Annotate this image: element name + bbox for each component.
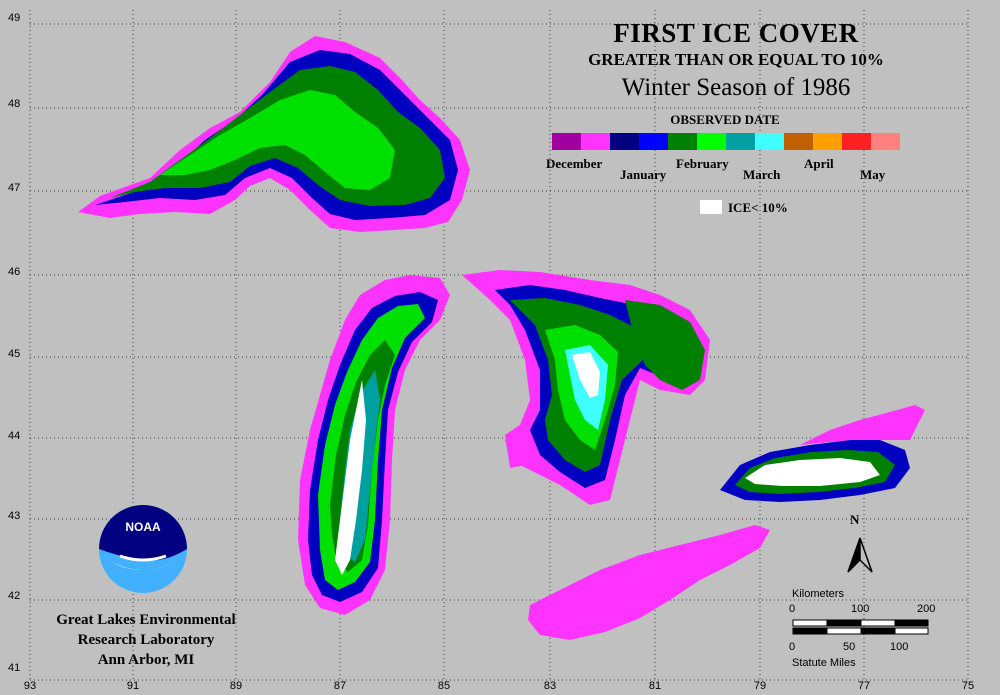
scale-bar bbox=[792, 619, 929, 635]
season-label: Winter Season of 1986 bbox=[621, 74, 851, 101]
lab-line-2: Research Laboratory bbox=[77, 632, 215, 648]
scale-mi-label: Statute Miles bbox=[792, 657, 856, 669]
legend-swatch bbox=[610, 133, 639, 150]
lake-huron bbox=[462, 270, 710, 505]
north-arrow bbox=[847, 537, 873, 573]
legend-swatch bbox=[842, 133, 871, 150]
legend-swatch bbox=[871, 133, 900, 150]
legend-swatch bbox=[552, 133, 581, 150]
legend-swatch bbox=[668, 133, 697, 150]
scale-km-label: Kilometers bbox=[792, 588, 844, 600]
legend-heading: OBSERVED DATE bbox=[670, 112, 780, 127]
legend-swatch bbox=[813, 133, 842, 150]
legend-month-april: April bbox=[804, 156, 834, 171]
legend-month-january: January bbox=[620, 167, 667, 182]
map-title: FIRST ICE COVER bbox=[613, 18, 859, 48]
lon-label-79: 79 bbox=[753, 680, 767, 692]
lat-label-49: 49 bbox=[8, 12, 21, 24]
lon-label-81: 81 bbox=[648, 680, 662, 692]
scale-mi-tick-0: 0 bbox=[789, 641, 796, 653]
noaa-logo-text: NOAA bbox=[125, 520, 161, 534]
legend-swatch bbox=[581, 133, 610, 150]
scale-mi-tick-100: 100 bbox=[890, 641, 909, 653]
lake-superior bbox=[78, 36, 470, 232]
north-label: N bbox=[850, 512, 860, 527]
lon-label-77: 77 bbox=[857, 680, 871, 692]
legend-month-march: March bbox=[743, 167, 781, 182]
lon-label-93: 93 bbox=[23, 680, 37, 692]
scale-km-tick-100: 100 bbox=[851, 603, 870, 615]
legend-month-february: February bbox=[676, 156, 729, 171]
legend-month-december: December bbox=[546, 156, 603, 171]
legend-swatch bbox=[697, 133, 726, 150]
noaa-logo bbox=[99, 505, 187, 593]
legend-month-may: May bbox=[860, 167, 886, 182]
map-subtitle: GREATER THAN OR EQUAL TO 10% bbox=[588, 50, 884, 69]
lon-label-89: 89 bbox=[229, 680, 243, 692]
lake-michigan bbox=[298, 275, 450, 615]
ice-label: ICE< 10% bbox=[728, 200, 788, 215]
legend-swatch bbox=[639, 133, 668, 150]
lab-line-3: Ann Arbor, MI bbox=[97, 652, 195, 668]
legend-swatch bbox=[784, 133, 813, 150]
lat-label-46: 46 bbox=[8, 266, 21, 278]
lake-ontario bbox=[720, 405, 925, 502]
lon-label-91: 91 bbox=[126, 680, 140, 692]
lon-label-83: 83 bbox=[543, 680, 557, 692]
scale-km-tick-0: 0 bbox=[789, 603, 796, 615]
lon-label-87: 87 bbox=[333, 680, 347, 692]
lab-credit: Great Lakes Environmental Research Labor… bbox=[16, 610, 276, 670]
legend-swatch bbox=[755, 133, 784, 150]
lat-label-47: 47 bbox=[8, 182, 21, 194]
lat-label-41: 41 bbox=[8, 662, 21, 674]
scale-km-tick-200: 200 bbox=[917, 603, 936, 615]
lat-label-43: 43 bbox=[8, 510, 21, 522]
lat-label-42: 42 bbox=[8, 590, 21, 602]
lab-line-1: Great Lakes Environmental bbox=[56, 612, 236, 628]
ice-swatch bbox=[700, 200, 722, 214]
scale-mi-tick-50: 50 bbox=[843, 641, 856, 653]
lake-erie bbox=[528, 525, 770, 640]
lon-label-75: 75 bbox=[961, 680, 975, 692]
lat-label-45: 45 bbox=[8, 348, 21, 360]
color-legend bbox=[552, 133, 900, 150]
lat-label-44: 44 bbox=[8, 430, 21, 442]
legend-swatch bbox=[726, 133, 755, 150]
lon-label-85: 85 bbox=[437, 680, 451, 692]
lat-label-48: 48 bbox=[8, 98, 21, 110]
